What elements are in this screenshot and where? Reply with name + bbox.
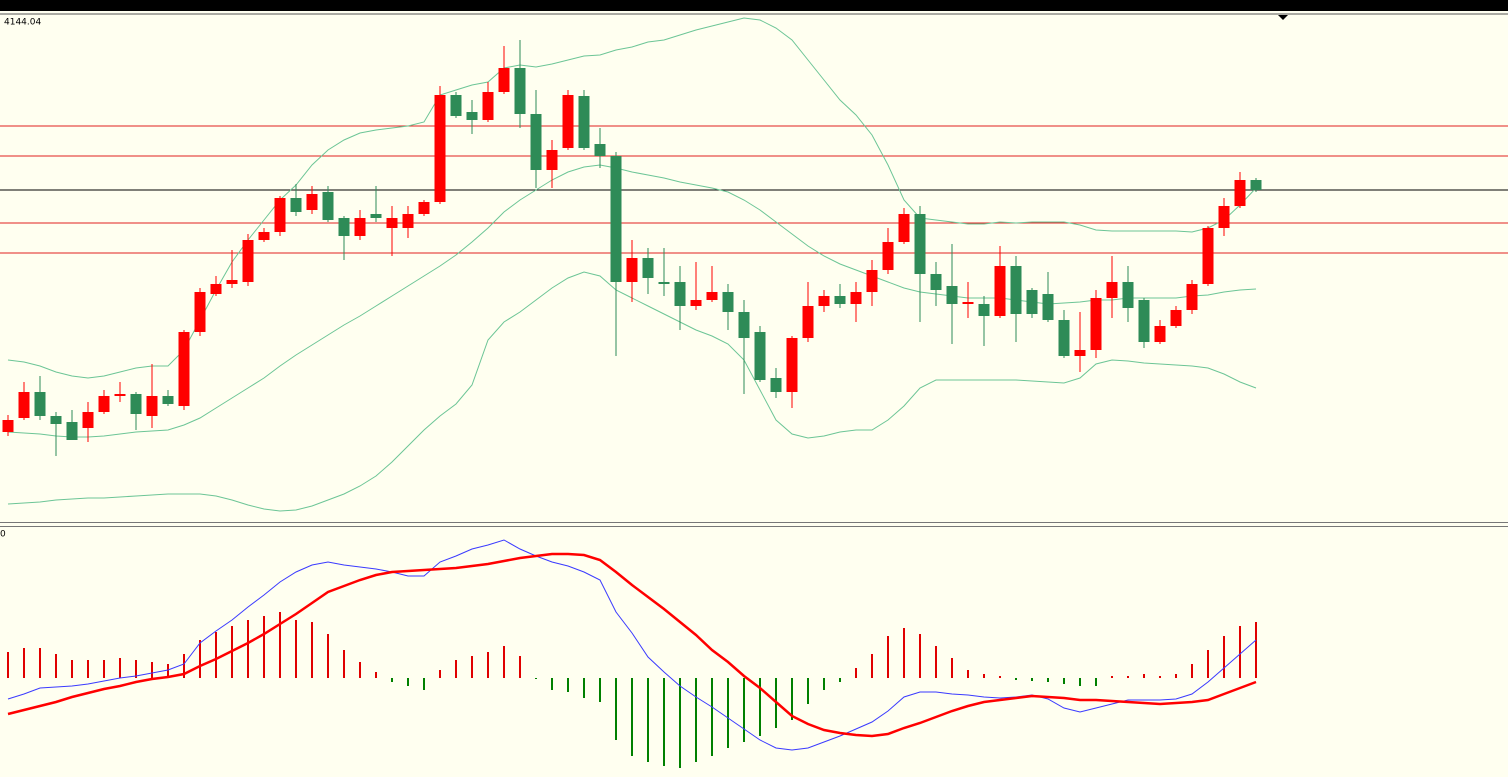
candle-body [66, 422, 78, 440]
candle-body [802, 306, 814, 338]
shift-marker [1278, 15, 1288, 20]
candle-body [946, 286, 958, 304]
candle-body [226, 280, 238, 284]
candle-body [850, 292, 862, 304]
candle-body [98, 396, 110, 412]
candle-body [1010, 266, 1022, 314]
candle-body [242, 240, 254, 282]
candle-body [610, 156, 622, 282]
candle-body [578, 96, 590, 148]
candle-body [82, 412, 94, 428]
candle-body [770, 378, 782, 392]
candle-body [354, 218, 366, 236]
candle-body [978, 304, 990, 316]
candle-body [1122, 282, 1134, 308]
candle-body [962, 302, 974, 304]
candle-body [194, 292, 206, 332]
candle-body [274, 198, 286, 232]
candle-body [690, 300, 702, 306]
candle-body [258, 232, 270, 240]
candle-body [658, 282, 670, 284]
candle-body [1234, 180, 1246, 206]
candle-body [626, 258, 638, 282]
candle-body [866, 270, 878, 292]
candle-body [898, 214, 910, 242]
candle-body [162, 396, 174, 404]
candle-body [546, 150, 558, 170]
candle-body [594, 144, 606, 156]
candle-body [1218, 206, 1230, 228]
candle-body [1090, 298, 1102, 350]
candle-body [642, 258, 654, 278]
candle-body [146, 396, 158, 416]
candle-body [450, 95, 462, 116]
candle-body [1026, 290, 1038, 314]
candle-body [706, 292, 718, 300]
candle-body [1058, 320, 1070, 356]
candle-body [1138, 300, 1150, 342]
candle-body [114, 394, 126, 396]
candle-body [50, 416, 62, 424]
candle-body [786, 338, 798, 392]
price-label: 4144.04 [4, 18, 41, 28]
candle-body [130, 394, 142, 414]
candle-body [418, 202, 430, 214]
candle-body [930, 274, 942, 290]
candle-body [498, 68, 510, 92]
candle-body [306, 194, 318, 210]
candle-body [2, 420, 14, 432]
candle-body [674, 282, 686, 306]
candle-body [562, 95, 574, 148]
candle-body [914, 214, 926, 274]
candle-body [466, 112, 478, 120]
candle-body [322, 192, 334, 220]
indicator-line [7, 552, 1257, 738]
candle-body [1074, 350, 1086, 356]
candle-body [1170, 310, 1182, 326]
candle-body [530, 114, 542, 170]
candle-body [1106, 282, 1118, 298]
candle-body [370, 214, 382, 218]
candle-body [34, 392, 46, 416]
candle-body [818, 296, 830, 306]
candle-body [1154, 326, 1166, 342]
candle-body [1250, 180, 1262, 190]
candle-body [514, 68, 526, 114]
candle-body [754, 332, 766, 380]
candle-body [290, 198, 302, 212]
candle-body [482, 92, 494, 120]
candle-body [1186, 284, 1198, 310]
candle-body [834, 296, 846, 304]
indicator-label: 0 [0, 530, 6, 540]
candle-body [402, 214, 414, 228]
top-bar [0, 0, 1508, 11]
candle-body [386, 218, 398, 228]
candle-body [434, 95, 446, 202]
candle-body [738, 312, 750, 338]
candle-body [178, 332, 190, 406]
candle-body [338, 218, 350, 236]
candle-body [210, 284, 222, 294]
candle-body [882, 242, 894, 270]
candle-body [18, 392, 30, 418]
candle-body [1202, 228, 1214, 284]
candle-body [1042, 294, 1054, 320]
candle-body [994, 266, 1006, 316]
indicator-line [7, 539, 1257, 751]
candle-body [722, 292, 734, 312]
